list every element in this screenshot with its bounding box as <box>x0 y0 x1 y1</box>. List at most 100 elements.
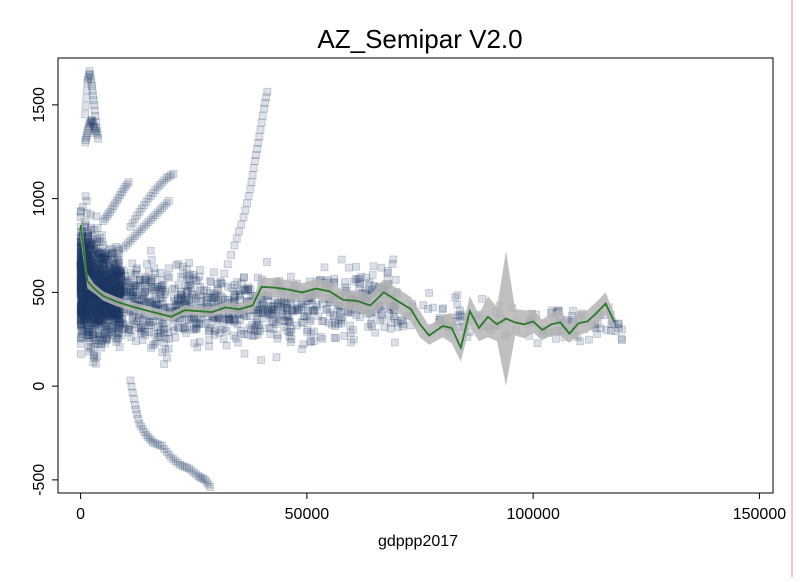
scatter-point <box>77 272 86 281</box>
scatter-point <box>145 321 154 330</box>
scatter-point <box>114 268 123 277</box>
scatter-point <box>76 280 85 289</box>
scatter-point <box>101 321 110 330</box>
scatter-points <box>76 192 626 369</box>
scatter-point <box>132 270 141 279</box>
scatter-point <box>99 283 108 292</box>
scatter-point <box>206 276 215 285</box>
scatter-point <box>82 196 91 205</box>
scatter-point <box>116 282 125 291</box>
scatter-point <box>129 292 138 301</box>
trajectory-point <box>206 483 215 491</box>
scatter-point <box>95 264 104 273</box>
scatter-point <box>105 281 114 290</box>
scatter-point <box>98 247 106 256</box>
scatter-point <box>88 267 97 276</box>
scatter-point <box>96 276 105 285</box>
scatter-point <box>123 287 131 296</box>
scatter-point <box>287 325 296 333</box>
scatter-point <box>89 235 98 243</box>
scatter-point <box>181 281 190 290</box>
trajectory-point <box>135 227 144 236</box>
scatter-point <box>116 280 124 289</box>
scatter-point <box>85 303 93 312</box>
scatter-point <box>163 272 172 281</box>
scatter-point <box>144 267 153 276</box>
scatter-point <box>80 296 89 305</box>
scatter-point <box>82 292 91 301</box>
scatter-point <box>93 276 102 285</box>
trajectory-point <box>138 425 147 434</box>
scatter-point <box>270 303 279 312</box>
scatter-point <box>90 307 99 316</box>
scatter-point <box>184 272 193 281</box>
scatter-point <box>77 279 86 287</box>
scatter-point <box>85 244 94 253</box>
scatter-point <box>114 285 123 294</box>
trajectory-point <box>255 132 264 141</box>
scatter-point <box>81 288 90 297</box>
scatter-point <box>87 313 96 322</box>
scatter-point <box>210 330 219 339</box>
scatter-point <box>97 254 105 263</box>
scatter-point <box>95 310 104 319</box>
scatter-point <box>94 269 102 278</box>
scatter-point <box>196 282 205 291</box>
scatter-point <box>104 263 113 272</box>
scatter-point <box>233 320 242 329</box>
scatter-point <box>552 334 560 343</box>
scatter-point <box>78 308 87 316</box>
scatter-point <box>104 331 113 339</box>
scatter-point <box>113 311 122 319</box>
scatter-point <box>115 318 124 327</box>
scatter-point <box>76 277 85 286</box>
scatter-point <box>90 268 99 277</box>
scatter-point <box>94 252 103 261</box>
trajectory-point <box>112 196 121 205</box>
scatter-point <box>84 331 93 340</box>
scatter-point <box>76 350 85 359</box>
scatter-point <box>104 274 112 282</box>
trajectory-point <box>176 460 185 469</box>
scatter-point <box>253 318 262 326</box>
scatter-point <box>112 242 121 251</box>
scatter-point <box>112 265 121 273</box>
scatter-point <box>451 293 460 302</box>
scatter-point <box>211 325 220 334</box>
scatter-point <box>153 282 162 291</box>
scatter-point <box>108 323 117 332</box>
scatter-point <box>136 283 144 292</box>
scatter-point <box>86 307 95 315</box>
scatter-point <box>77 288 85 297</box>
scatter-point <box>110 272 119 281</box>
scatter-point <box>93 309 102 318</box>
scatter-point <box>268 306 277 315</box>
scatter-point <box>106 275 115 284</box>
scatter-point <box>115 275 123 283</box>
scatter-point <box>263 306 272 315</box>
scatter-point <box>95 333 104 341</box>
scatter-point <box>173 295 182 303</box>
scatter-point <box>78 286 87 295</box>
scatter-point <box>134 314 143 322</box>
scatter-point <box>241 286 249 295</box>
scatter-point <box>357 272 365 281</box>
scatter-point <box>99 282 107 291</box>
scatter-point <box>201 320 210 328</box>
trajectory-point <box>192 470 200 479</box>
scatter-point <box>115 249 124 258</box>
scatter-point <box>151 283 160 291</box>
scatter-point <box>159 281 168 289</box>
scatter-point <box>77 274 85 283</box>
scatter-point <box>177 295 186 304</box>
scatter-point <box>139 326 148 334</box>
scatter-point <box>210 293 219 301</box>
scatter-point <box>141 328 149 337</box>
scatter-point <box>236 329 245 338</box>
scatter-point <box>429 303 437 312</box>
scatter-point <box>157 284 166 293</box>
trajectory-point <box>217 279 225 287</box>
scatter-point <box>128 283 137 292</box>
scatter-point <box>84 232 92 241</box>
scatter-point <box>194 291 203 300</box>
